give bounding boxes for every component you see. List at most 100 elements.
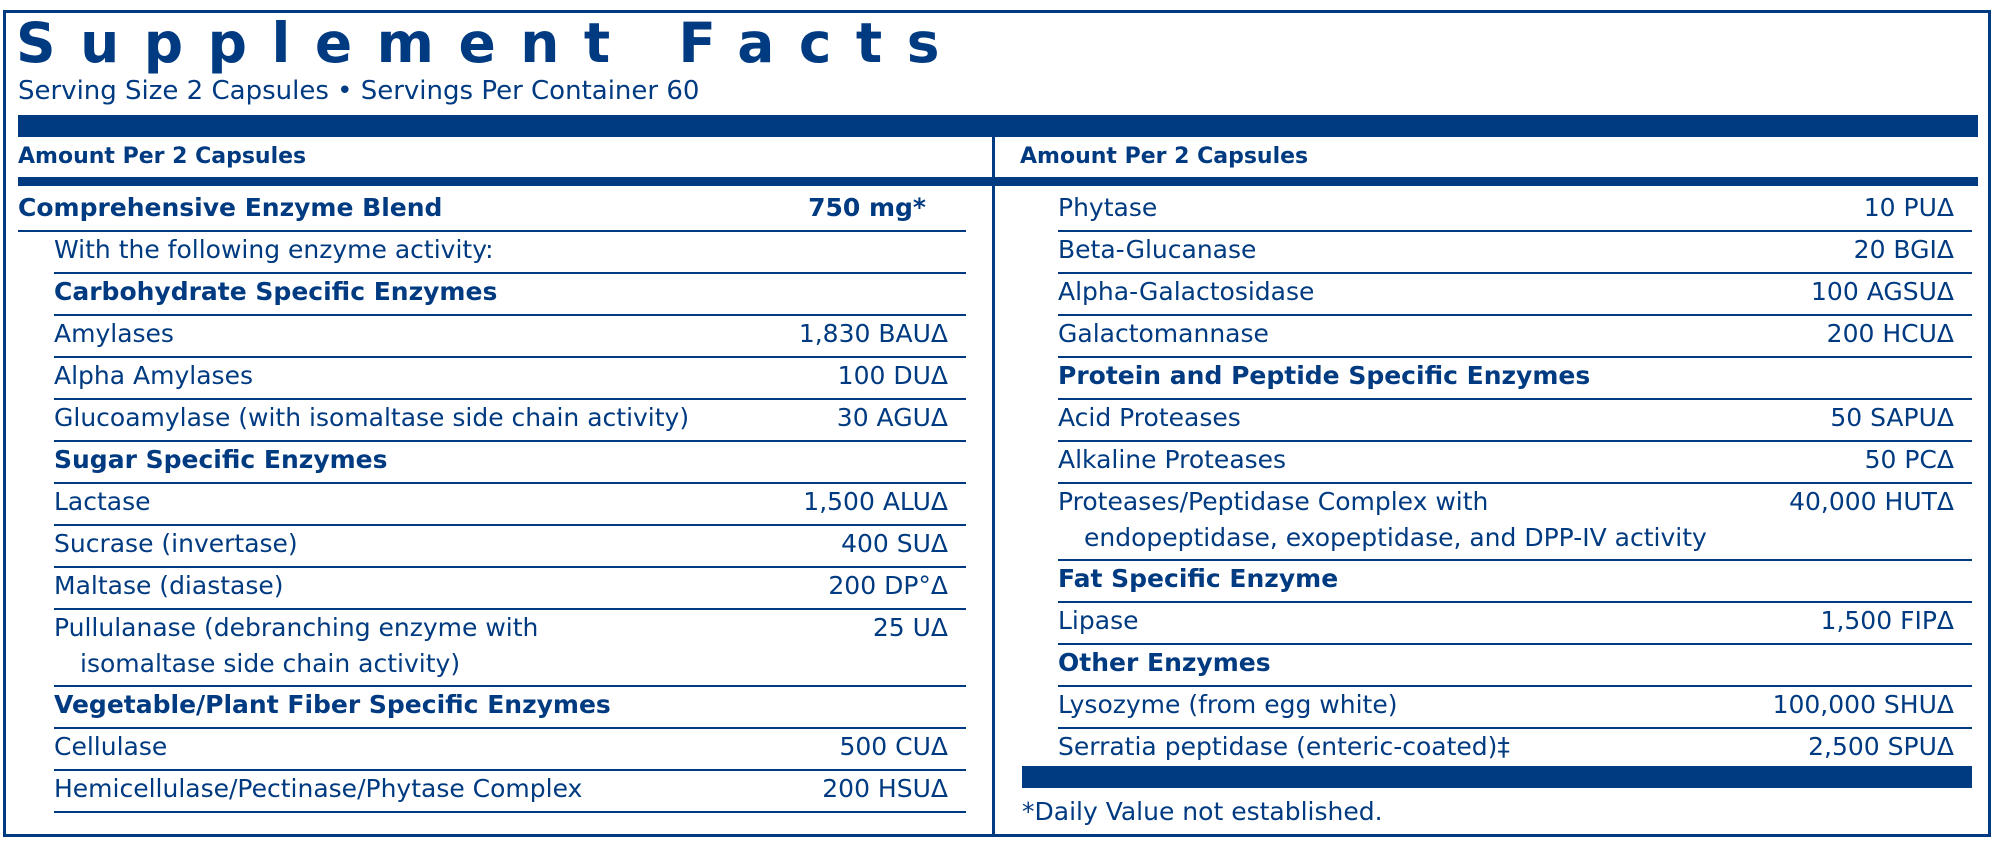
- table-row: Protein and Peptide Specific Enzymes: [1058, 358, 1972, 400]
- table-row: Amylases 1,830 BAUΔ: [54, 316, 966, 358]
- ingredient-amount: 10 PUΔ: [1863, 193, 1954, 222]
- ingredient-name-line2: endopeptidase, exopeptidase, and DPP-IV …: [1084, 523, 1707, 552]
- ingredient-name: Hemicellulase/Pectinase/Phytase Complex: [54, 771, 582, 807]
- ingredient-amount: 200 HCUΔ: [1826, 319, 1954, 348]
- ingredient-name-line1: Glucoamylase (with isomaltase side chain…: [54, 403, 690, 432]
- right-enzyme-table: Phytase 10 PUΔ Beta-Glucanase 20 BGIΔ Alpha-…: [1022, 190, 1972, 771]
- table-row: Galactomannase 200 HCUΔ: [1058, 316, 1972, 358]
- left-enzyme-table: Comprehensive Enzyme Blend 750 mg* With th…: [18, 190, 966, 813]
- ingredient-amount: 1,500 ALUΔ: [803, 487, 948, 516]
- ingredient-name-line1: Fat Specific Enzyme: [1058, 564, 1339, 593]
- section-heading: Fat Specific Enzyme: [1058, 561, 1338, 597]
- ingredient-amount: 200 DP°Δ: [828, 571, 948, 600]
- table-row: Vegetable/Plant Fiber Specific Enzymes: [54, 687, 966, 729]
- ingredient-amount: 25 UΔ: [872, 613, 948, 642]
- table-row: Comprehensive Enzyme Blend 750 mg*: [18, 190, 966, 232]
- table-row: Maltase (diastase) 200 DP°Δ: [54, 568, 966, 610]
- table-row: Alpha Amylases 100 DUΔ: [54, 358, 966, 400]
- table-row: Lactase 1,500 ALUΔ: [54, 484, 966, 526]
- ingredient-amount: 100 AGSUΔ: [1811, 277, 1954, 306]
- table-row: Pullulanase (debranching enzyme with isom…: [54, 610, 966, 687]
- ingredient-name-line1: Alpha Amylases: [54, 361, 253, 390]
- ingredient-amount: 200 HSUΔ: [822, 774, 948, 803]
- ingredient-name-line1: Maltase (diastase): [54, 571, 284, 600]
- ingredient-name: Glucoamylase (with isomaltase side chain…: [54, 400, 689, 436]
- ingredient-name-line1: Sucrase (invertase): [54, 529, 298, 558]
- table-row: Carbohydrate Specific Enzymes: [54, 274, 966, 316]
- footnote-daily-value: *Daily Value not established.: [1022, 797, 1383, 826]
- table-row: With the following enzyme activity:: [54, 232, 966, 274]
- table-row: Sugar Specific Enzymes: [54, 442, 966, 484]
- supplement-facts-panel: [3, 10, 1991, 837]
- bottom-thick-bar: [1022, 766, 1972, 788]
- table-row: Serratia peptidase (enteric-coated)‡ 2,50…: [1058, 729, 1972, 771]
- ingredient-name-line1: Proteases/Peptidase Complex with: [1058, 487, 1489, 516]
- ingredient-name-line1: Beta-Glucanase: [1058, 235, 1257, 264]
- ingredient-name: Proteases/Peptidase Complex with endopept…: [1058, 484, 1707, 556]
- ingredient-amount: 2,500 SPUΔ: [1808, 732, 1954, 761]
- ingredient-name: Alkaline Proteases: [1058, 442, 1286, 478]
- table-row: Lysozyme (from egg white) 100,000 SHUΔ: [1058, 687, 1972, 729]
- table-row: Hemicellulase/Pectinase/Phytase Complex 2…: [54, 771, 966, 813]
- ingredient-name-line1: Galactomannase: [1058, 319, 1269, 348]
- ingredient-name: Beta-Glucanase: [1058, 232, 1256, 268]
- amount-header-left: Amount Per 2 Capsules: [18, 144, 307, 169]
- table-row: Acid Proteases 50 SAPUΔ: [1058, 400, 1972, 442]
- ingredient-amount: 30 AGUΔ: [836, 403, 948, 432]
- ingredient-name-line1: Protein and Peptide Specific Enzymes: [1058, 361, 1591, 390]
- ingredient-name-line1: Alkaline Proteases: [1058, 445, 1287, 474]
- ingredient-amount: 50 SAPUΔ: [1830, 403, 1954, 432]
- ingredient-name: Lysozyme (from egg white): [1058, 687, 1397, 723]
- ingredient-amount: 40,000 HUTΔ: [1789, 487, 1954, 516]
- blend-amount: 750 mg*: [808, 193, 926, 222]
- ingredient-name: Maltase (diastase): [54, 568, 284, 604]
- ingredient-name-line1: Cellulase: [54, 732, 168, 761]
- table-row: Fat Specific Enzyme: [1058, 561, 1972, 603]
- ingredient-name: Cellulase: [54, 729, 167, 765]
- ingredient-name: Lipase: [1058, 603, 1138, 639]
- ingredient-amount: 20 BGIΔ: [1853, 235, 1954, 264]
- ingredient-name-line1: Comprehensive Enzyme Blend: [18, 193, 443, 222]
- table-row: Sucrase (invertase) 400 SUΔ: [54, 526, 966, 568]
- ingredient-amount: 500 CUΔ: [839, 732, 948, 761]
- ingredient-name: Alpha-Galactosidase: [1058, 274, 1314, 310]
- ingredient-name: Alpha Amylases: [54, 358, 253, 394]
- ingredient-name-line1: Carbohydrate Specific Enzymes: [54, 277, 498, 306]
- ingredient-name-line1: Serratia peptidase (enteric-coated)‡: [1058, 732, 1510, 761]
- ingredient-amount: 1,830 BAUΔ: [798, 319, 948, 348]
- serving-info: Serving Size 2 Capsules • Servings Per C…: [18, 76, 700, 106]
- ingredient-name-line1: With the following enzyme activity:: [54, 235, 494, 264]
- column-divider: [992, 137, 995, 837]
- ingredient-name-line1: Hemicellulase/Pectinase/Phytase Complex: [54, 774, 583, 803]
- table-row: Cellulase 500 CUΔ: [54, 729, 966, 771]
- section-heading: Sugar Specific Enzymes: [54, 442, 388, 478]
- ingredient-name: Serratia peptidase (enteric-coated)‡: [1058, 729, 1510, 765]
- table-row: Proteases/Peptidase Complex with endopept…: [1058, 484, 1972, 561]
- ingredient-name: Acid Proteases: [1058, 400, 1241, 436]
- ingredient-amount: 100 DUΔ: [837, 361, 948, 390]
- table-row: Alkaline Proteases 50 PCΔ: [1058, 442, 1972, 484]
- table-row: Other Enzymes: [1058, 645, 1972, 687]
- header-bar-left: [18, 177, 992, 186]
- table-row: Beta-Glucanase 20 BGIΔ: [1058, 232, 1972, 274]
- ingredient-name-line1: Alpha-Galactosidase: [1058, 277, 1315, 306]
- ingredient-name-line1: Sugar Specific Enzymes: [54, 445, 388, 474]
- section-heading: Carbohydrate Specific Enzymes: [54, 274, 497, 310]
- top-thick-bar: [18, 115, 1978, 137]
- ingredient-name: Sucrase (invertase): [54, 526, 298, 562]
- ingredient-name-line1: Lactase: [54, 487, 151, 516]
- section-heading: Other Enzymes: [1058, 645, 1271, 681]
- ingredient-name-line1: Lysozyme (from egg white): [1058, 690, 1398, 719]
- ingredient-name-line1: Other Enzymes: [1058, 648, 1271, 677]
- section-heading: Vegetable/Plant Fiber Specific Enzymes: [54, 687, 611, 723]
- ingredient-name-line1: Pullulanase (debranching enzyme with: [54, 613, 539, 642]
- ingredient-name: Lactase: [54, 484, 151, 520]
- ingredient-amount: 400 SUΔ: [841, 529, 948, 558]
- amount-header-right: Amount Per 2 Capsules: [1020, 144, 1309, 169]
- ingredient-name-line1: Amylases: [54, 319, 174, 348]
- ingredient-name-line2: isomaltase side chain activity): [80, 649, 461, 678]
- ingredient-name: Galactomannase: [1058, 316, 1269, 352]
- table-row: Lipase 1,500 FIPΔ: [1058, 603, 1972, 645]
- header-bar-right: [995, 177, 1978, 186]
- ingredient-name: Pullulanase (debranching enzyme with isom…: [54, 610, 538, 682]
